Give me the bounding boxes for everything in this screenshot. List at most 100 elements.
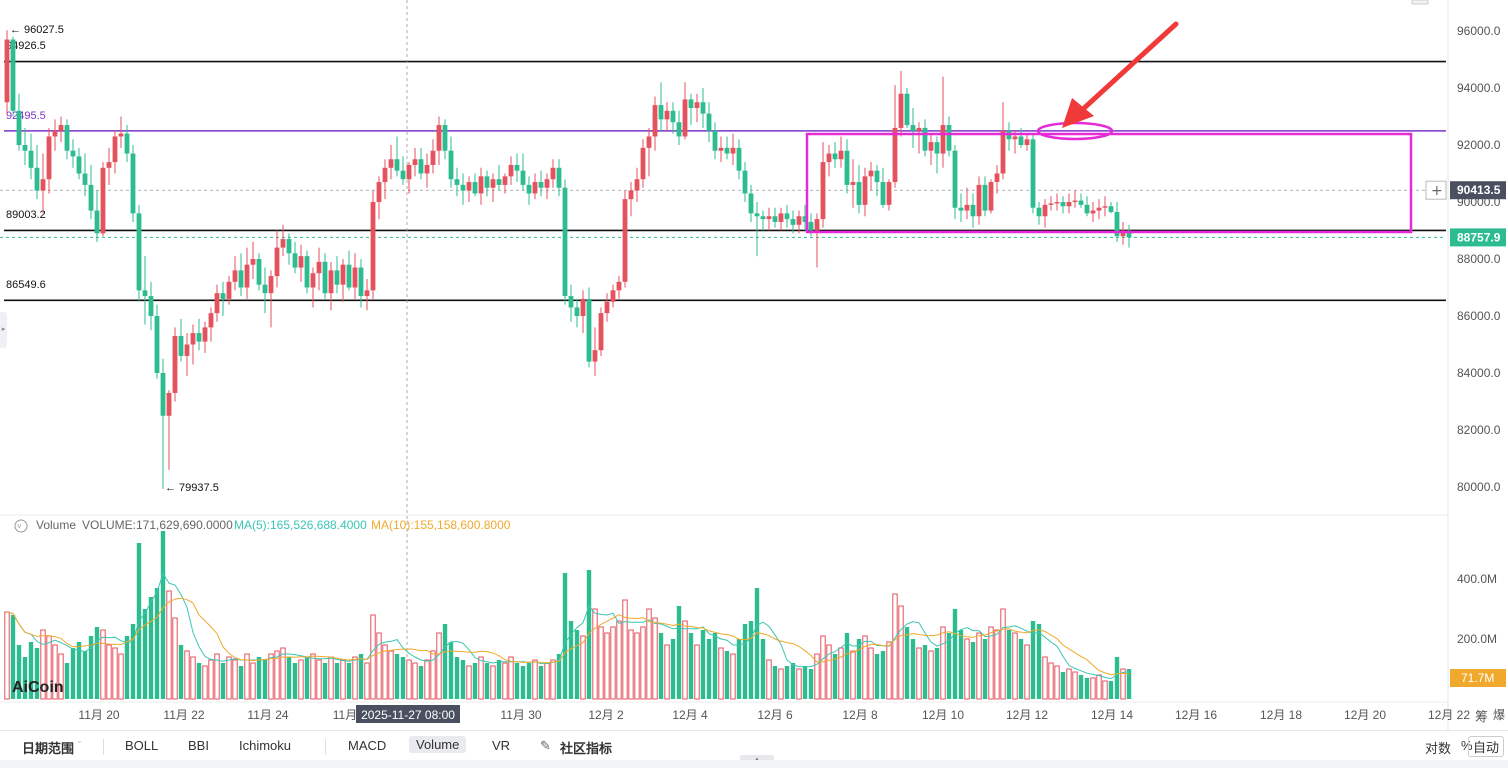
level-label-2: 92495.5 (6, 110, 46, 122)
candle-body (376, 182, 382, 202)
candle-body (142, 290, 148, 297)
indicator-ichimoku[interactable]: Ichimoku (239, 738, 292, 753)
volume-bar (994, 629, 1000, 700)
left-panel-grip[interactable]: ▸ (0, 312, 7, 348)
volume-bar (796, 668, 802, 700)
date-tick-label: 12月 16 (1175, 708, 1217, 722)
indicator-vr[interactable]: VR (492, 738, 511, 753)
crosshair-plus-glyph: + (1431, 183, 1443, 199)
candle-body (70, 150, 76, 157)
volume-bar (124, 636, 130, 699)
volume-bar (1066, 668, 1072, 700)
candle-body (1066, 202, 1072, 207)
volume-bar (352, 656, 358, 700)
candle-body (760, 216, 766, 220)
candle-body (124, 133, 130, 154)
volume-bar (142, 609, 148, 699)
candle-body (964, 204, 970, 211)
volume-bar (304, 657, 310, 699)
candle-body (1036, 207, 1042, 217)
log-scale-toggle[interactable]: 对数 (1425, 741, 1452, 756)
price-tick-label: 86000.0 (1457, 309, 1501, 323)
volume-bar (1030, 621, 1036, 699)
volume-bar (862, 635, 868, 700)
volume-bar (190, 656, 196, 700)
current-volume-text: 71.7M (1461, 671, 1494, 685)
date-range-button[interactable]: 日期范围 (22, 741, 75, 756)
volume-bar (400, 657, 406, 699)
volume-bar (952, 609, 958, 699)
volume-bar (814, 653, 820, 700)
volume-bar (874, 654, 880, 699)
candle-body (388, 159, 394, 168)
volume-bar (82, 651, 88, 699)
volume-bar (274, 650, 280, 700)
volume-bar (730, 653, 736, 700)
candle-body (976, 184, 982, 217)
indicator-boll[interactable]: BOLL (125, 738, 159, 753)
volume-bar (652, 617, 658, 700)
volume-bar (490, 665, 496, 700)
indicator-volume[interactable]: Volume (409, 736, 467, 753)
indicator-macd[interactable]: MACD (348, 738, 387, 753)
candle-body (118, 133, 124, 137)
volume-bar (1102, 680, 1108, 700)
candle-body (490, 179, 496, 188)
volume-bar (346, 663, 352, 699)
candle-body (802, 216, 808, 222)
candle-body (436, 125, 442, 151)
candle-body (256, 259, 262, 285)
candle-body (916, 127, 922, 131)
candle-body (928, 142, 934, 151)
candle-body (688, 99, 694, 108)
collapse-handle[interactable]: ▲ (740, 755, 774, 764)
auto-scale-toggle[interactable]: 自动 (1467, 736, 1504, 757)
candle-body (532, 182, 538, 194)
volume-bar (550, 659, 556, 700)
volume-bar (688, 633, 694, 699)
edit-icon[interactable]: ✎ (540, 738, 551, 753)
volume-bar (226, 656, 232, 700)
date-range-chevron-icon[interactable]: ˇ (78, 740, 81, 750)
volume-bar (694, 644, 700, 700)
level-label-3: 89003.2 (6, 209, 46, 221)
candle-body (136, 213, 142, 291)
candle-body (1078, 200, 1084, 205)
community-indicators[interactable]: 社区指标 (560, 741, 613, 756)
toolbar-divider (325, 739, 326, 755)
price-chart[interactable]: 96000.094000.092000.090000.088000.086000… (0, 0, 1508, 730)
candle-body (1072, 200, 1078, 202)
volume-bar (298, 659, 304, 700)
price-tick-label: 80000.0 (1457, 480, 1501, 494)
volume-bar (940, 626, 946, 700)
candle-body (466, 182, 472, 191)
candle-body (1030, 139, 1036, 208)
candle-body (448, 150, 454, 180)
date-tick-label: 爆 (1493, 708, 1505, 722)
volume-bar (1042, 656, 1048, 700)
volume-bar (238, 666, 244, 699)
volume-bar (106, 644, 112, 700)
candle-body (340, 264, 346, 285)
volume-bar (1012, 632, 1018, 700)
candle-body (658, 105, 664, 120)
candle-body (826, 153, 832, 163)
percent-scale-toggle[interactable]: % (1461, 738, 1473, 753)
indicator-bbi[interactable]: BBI (188, 738, 209, 753)
bottom-strip (0, 760, 1508, 768)
candle-body (298, 256, 304, 268)
candle-body (922, 127, 928, 151)
volume-bar (316, 659, 322, 700)
candle-body (556, 167, 562, 188)
volume-bar (646, 608, 652, 700)
volume-bar (436, 632, 442, 700)
volume-bar (832, 654, 838, 699)
level-label-1: 94926.5 (6, 40, 46, 52)
candle-body (1090, 210, 1096, 214)
candle-body (910, 125, 916, 131)
candle-body (1054, 202, 1060, 204)
volume-bar (454, 657, 460, 699)
volume-bar (256, 657, 262, 699)
volume-bar (826, 644, 832, 700)
candle-body (994, 173, 1000, 183)
